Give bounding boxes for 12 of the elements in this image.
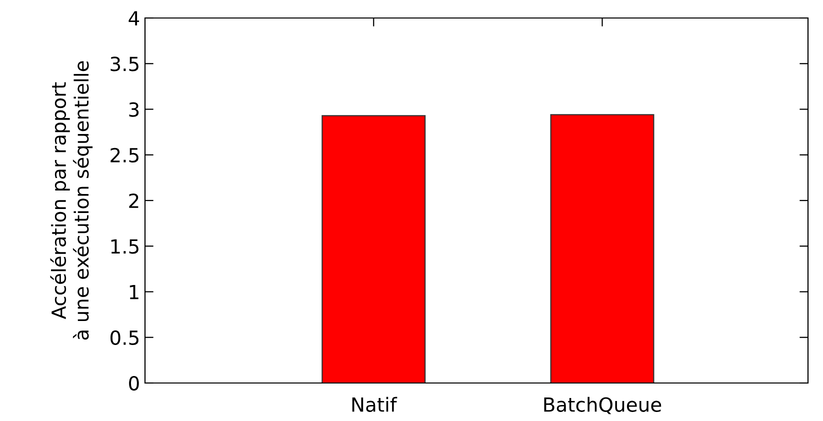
- x-tick-label: BatchQueue: [544, 396, 662, 414]
- y-tick-label: 2.5: [110, 148, 138, 163]
- y-tick-label: 0.5: [110, 330, 138, 346]
- y-tick-label: 4: [128, 11, 140, 26]
- y-tick-label: 3: [129, 102, 139, 117]
- y-axis-title: Accélération par rapport à une exécution séquentielle: [50, 61, 93, 340]
- y-tick-label: 0: [129, 376, 139, 391]
- y-tick-label: 1.5: [111, 239, 138, 254]
- y-tick-label: 1: [130, 284, 138, 300]
- y-tick-label: 2: [129, 193, 138, 208]
- y-tick-label: 3.5: [110, 56, 138, 72]
- x-tick-label: Natif: [352, 396, 398, 412]
